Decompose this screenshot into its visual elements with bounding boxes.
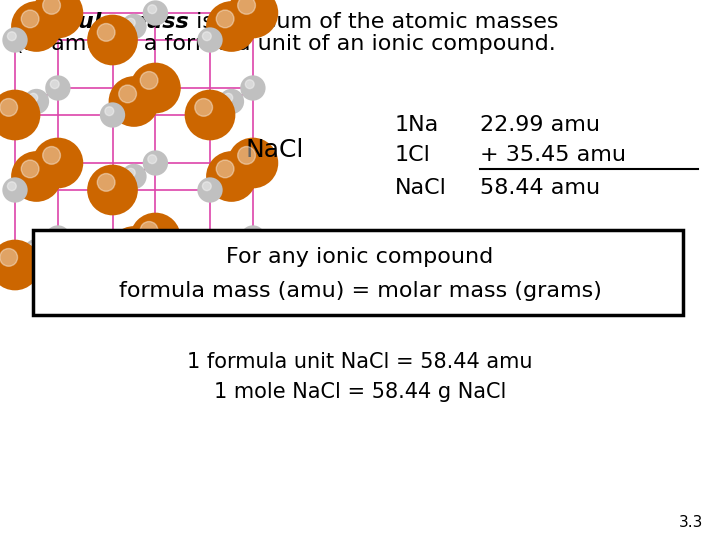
- Circle shape: [2, 28, 27, 53]
- Circle shape: [109, 76, 159, 127]
- Circle shape: [216, 160, 234, 178]
- Circle shape: [140, 221, 158, 239]
- Circle shape: [197, 177, 222, 202]
- Circle shape: [7, 32, 17, 40]
- Circle shape: [240, 225, 266, 251]
- Circle shape: [11, 1, 62, 52]
- Circle shape: [0, 90, 40, 140]
- Circle shape: [143, 1, 168, 26]
- Text: + 35.45 amu: + 35.45 amu: [480, 145, 626, 165]
- Circle shape: [87, 165, 138, 215]
- Circle shape: [143, 150, 168, 176]
- Circle shape: [121, 14, 147, 39]
- Text: 1Na: 1Na: [395, 115, 439, 135]
- Circle shape: [228, 138, 278, 188]
- Circle shape: [126, 18, 135, 27]
- Circle shape: [140, 71, 158, 89]
- Text: is the sum of the atomic masses: is the sum of the atomic masses: [189, 12, 558, 32]
- Text: NaCl: NaCl: [245, 138, 303, 162]
- Circle shape: [100, 252, 125, 278]
- Circle shape: [228, 0, 278, 38]
- Text: 1Cl: 1Cl: [395, 145, 431, 165]
- Circle shape: [246, 230, 254, 239]
- Circle shape: [184, 240, 235, 291]
- Circle shape: [246, 80, 254, 89]
- Text: (in amu) in a formula unit of an ionic compound.: (in amu) in a formula unit of an ionic c…: [15, 34, 556, 54]
- Circle shape: [119, 235, 137, 253]
- Circle shape: [42, 146, 60, 164]
- Bar: [33, 230, 683, 315]
- Circle shape: [42, 0, 60, 14]
- Circle shape: [50, 230, 59, 239]
- Circle shape: [11, 151, 62, 202]
- Text: 58.44 amu: 58.44 amu: [480, 178, 600, 198]
- Text: 22.99 amu: 22.99 amu: [480, 115, 600, 135]
- Circle shape: [24, 239, 49, 264]
- Text: For any ionic compound: For any ionic compound: [226, 247, 494, 267]
- Circle shape: [216, 10, 234, 28]
- Circle shape: [0, 98, 17, 116]
- Circle shape: [195, 248, 212, 266]
- Circle shape: [202, 32, 211, 40]
- Circle shape: [29, 93, 37, 102]
- Text: 1 formula unit NaCl = 58.44 amu: 1 formula unit NaCl = 58.44 amu: [187, 352, 533, 372]
- Circle shape: [0, 248, 17, 266]
- Circle shape: [240, 75, 266, 100]
- Circle shape: [7, 182, 17, 191]
- Text: 3.3: 3.3: [679, 515, 703, 530]
- Circle shape: [148, 155, 157, 164]
- Circle shape: [109, 226, 159, 277]
- Circle shape: [22, 10, 39, 28]
- Circle shape: [219, 89, 244, 114]
- Circle shape: [24, 89, 49, 114]
- Circle shape: [87, 15, 138, 65]
- Circle shape: [195, 98, 212, 116]
- Circle shape: [130, 63, 181, 113]
- Circle shape: [32, 0, 84, 38]
- Circle shape: [32, 138, 84, 188]
- Circle shape: [130, 213, 181, 264]
- Circle shape: [97, 173, 115, 191]
- Text: formula mass (amu) = molar mass (grams): formula mass (amu) = molar mass (grams): [119, 281, 601, 301]
- Circle shape: [184, 90, 235, 140]
- Circle shape: [121, 164, 147, 189]
- Circle shape: [105, 256, 114, 266]
- Circle shape: [238, 0, 256, 14]
- Circle shape: [100, 102, 125, 127]
- Circle shape: [45, 75, 71, 100]
- Circle shape: [219, 239, 244, 264]
- Circle shape: [224, 93, 233, 102]
- Circle shape: [238, 146, 256, 164]
- Circle shape: [224, 243, 233, 252]
- Circle shape: [97, 24, 115, 41]
- Circle shape: [50, 80, 59, 89]
- Circle shape: [29, 243, 37, 252]
- Circle shape: [126, 168, 135, 177]
- Circle shape: [119, 85, 137, 103]
- Circle shape: [202, 182, 211, 191]
- Circle shape: [206, 151, 257, 202]
- Text: NaCl: NaCl: [395, 178, 447, 198]
- Circle shape: [148, 5, 157, 14]
- Circle shape: [2, 177, 27, 202]
- Circle shape: [22, 160, 39, 178]
- Circle shape: [105, 107, 114, 116]
- Circle shape: [197, 28, 222, 53]
- Circle shape: [206, 1, 257, 52]
- Circle shape: [0, 240, 40, 291]
- Text: 1 mole NaCl = 58.44 g NaCl: 1 mole NaCl = 58.44 g NaCl: [214, 382, 506, 402]
- Circle shape: [45, 225, 71, 251]
- Text: Formula mass: Formula mass: [15, 12, 189, 32]
